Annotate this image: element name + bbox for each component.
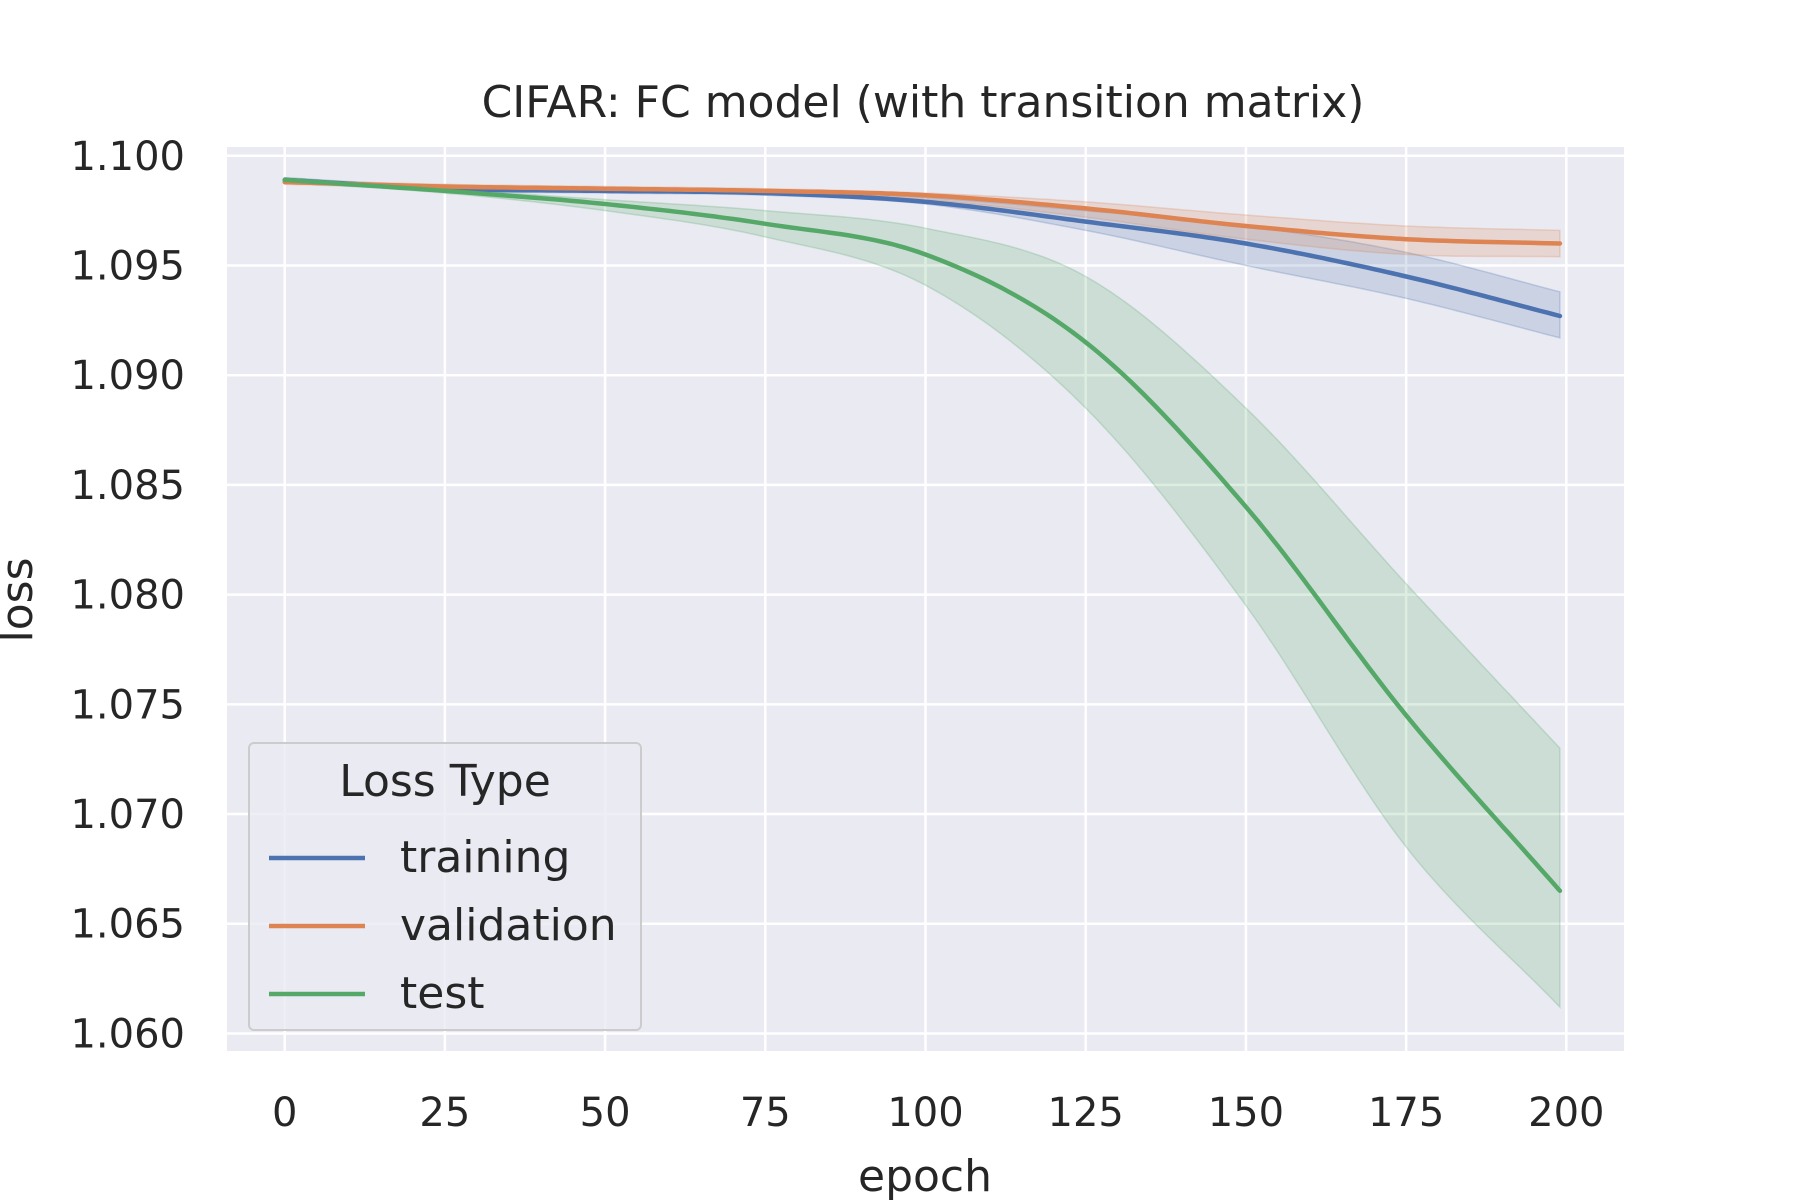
x-axis-label: epoch [858, 1151, 992, 1200]
legend-box [248, 742, 642, 1031]
confidence-band-test [283, 176, 1561, 1009]
legend-label-validation: validation [400, 900, 617, 951]
x-tick-label: 25 [419, 1090, 470, 1136]
x-tick-label: 100 [887, 1090, 963, 1136]
series-lines [282, 177, 1563, 894]
y-tick-label: 1.075 [70, 682, 185, 728]
y-axis-label: loss [0, 558, 43, 643]
legend-label-test: test [400, 968, 485, 1019]
y-tick-label: 1.095 [70, 243, 185, 289]
series-line-test [282, 177, 1563, 894]
x-tick-label: 150 [1208, 1090, 1284, 1136]
grid [227, 147, 1624, 1051]
x-tick-label: 125 [1048, 1090, 1124, 1136]
x-tick-label: 175 [1368, 1090, 1444, 1136]
series-line-validation [282, 179, 1563, 246]
series-line-training [282, 177, 1563, 319]
y-tick-labels: 1.060 1.065 1.070 1.075 1.080 1.085 1.090 1.095… [70, 134, 185, 1058]
y-tick-label: 1.100 [70, 134, 185, 180]
y-tick-label: 1.065 [70, 902, 185, 948]
x-tick-label: 200 [1528, 1090, 1604, 1136]
y-tick-label: 1.070 [70, 792, 185, 838]
y-tick-label: 1.085 [70, 463, 185, 509]
x-tick-labels: 0 25 50 75 100 125 150 175 200 [272, 1090, 1605, 1136]
legend-title: Loss Type [339, 756, 551, 807]
y-tick-label: 1.060 [70, 1011, 185, 1057]
y-tick-label: 1.090 [70, 353, 185, 399]
chart-title: CIFAR: FC model (with transition matrix) [482, 77, 1365, 128]
legend-label-training: training [400, 832, 570, 883]
x-tick-label: 0 [272, 1090, 297, 1136]
legend: Loss Type training validation test [248, 742, 642, 1031]
x-tick-label: 50 [580, 1090, 631, 1136]
y-tick-label: 1.080 [70, 573, 185, 619]
x-tick-label: 75 [740, 1090, 791, 1136]
